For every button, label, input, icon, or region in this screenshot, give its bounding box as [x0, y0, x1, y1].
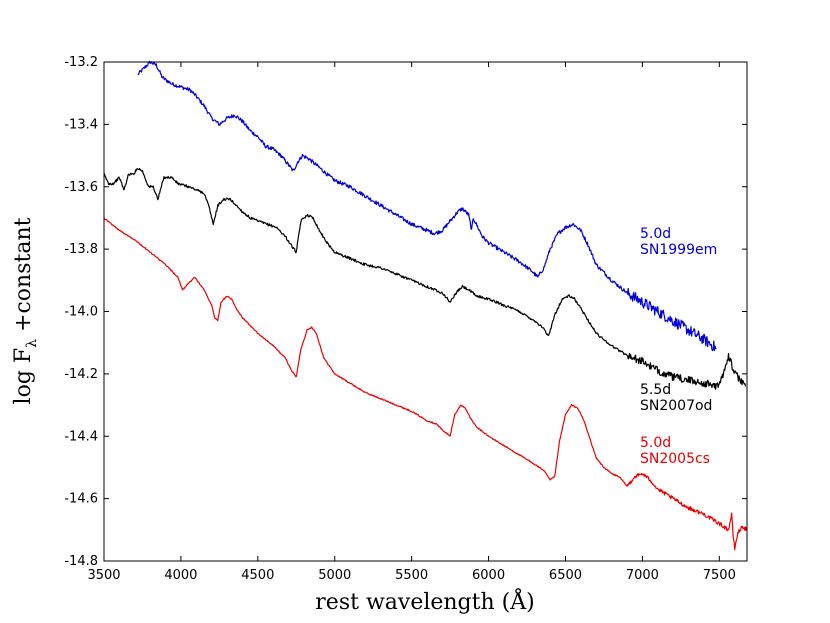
x-tick-label-6500: 6500 — [549, 568, 582, 583]
annotation-epoch-sn1999em: 5.0d — [640, 226, 671, 242]
y-tick-label-0: -13.2 — [64, 55, 98, 70]
series-line-sn2005cs — [103, 217, 748, 551]
x-tick-label-4500: 4500 — [241, 568, 274, 583]
y-tick-label-1: -13.4 — [64, 117, 98, 132]
x-tick-label-6000: 6000 — [472, 568, 505, 583]
x-tick-label-5500: 5500 — [395, 568, 428, 583]
y-tick-label-8: -14.8 — [64, 554, 98, 569]
y-axis-title: log Fλ +constant — [11, 217, 40, 404]
y-tick-label-5: -14.2 — [64, 367, 98, 382]
x-tick-label-3500: 3500 — [87, 568, 120, 583]
tick-layer: 3500 4000 4500 5000 5500 6000 6500 7000 7500 -13.… — [64, 55, 747, 583]
y-axis-title-main: log F — [11, 348, 36, 405]
y-axis-title-subscript: λ — [24, 339, 40, 348]
annotation-epoch-sn2005cs: 5.0d — [640, 435, 671, 451]
annotation-name-sn2005cs: SN2005cs — [640, 451, 710, 467]
x-tick-label-7000: 7000 — [626, 568, 659, 583]
y-tick-label-2: -13.6 — [64, 180, 98, 195]
series-layer — [103, 60, 748, 551]
x-tick-label-7500: 7500 — [703, 568, 736, 583]
y-tick-label-3: -13.8 — [64, 242, 98, 257]
y-tick-label-7: -14.6 — [64, 492, 98, 507]
series-line-sn1999em — [137, 60, 717, 352]
y-tick-label-6: -14.4 — [64, 429, 98, 444]
annotation-name-sn2007od: SN2007od — [640, 398, 712, 414]
x-tick-label-5000: 5000 — [318, 568, 351, 583]
y-tick-label-4: -14.0 — [64, 305, 98, 320]
y-axis-title-suffix: +constant — [11, 217, 36, 339]
x-tick-label-4000: 4000 — [164, 568, 197, 583]
series-line-sn2007od — [103, 167, 747, 390]
plot-background — [104, 62, 747, 561]
annotation-epoch-sn2007od: 5.5d — [640, 382, 671, 398]
x-axis-title: rest wavelength (Å) — [315, 587, 534, 615]
annotation-name-sn1999em: SN1999em — [640, 242, 717, 258]
